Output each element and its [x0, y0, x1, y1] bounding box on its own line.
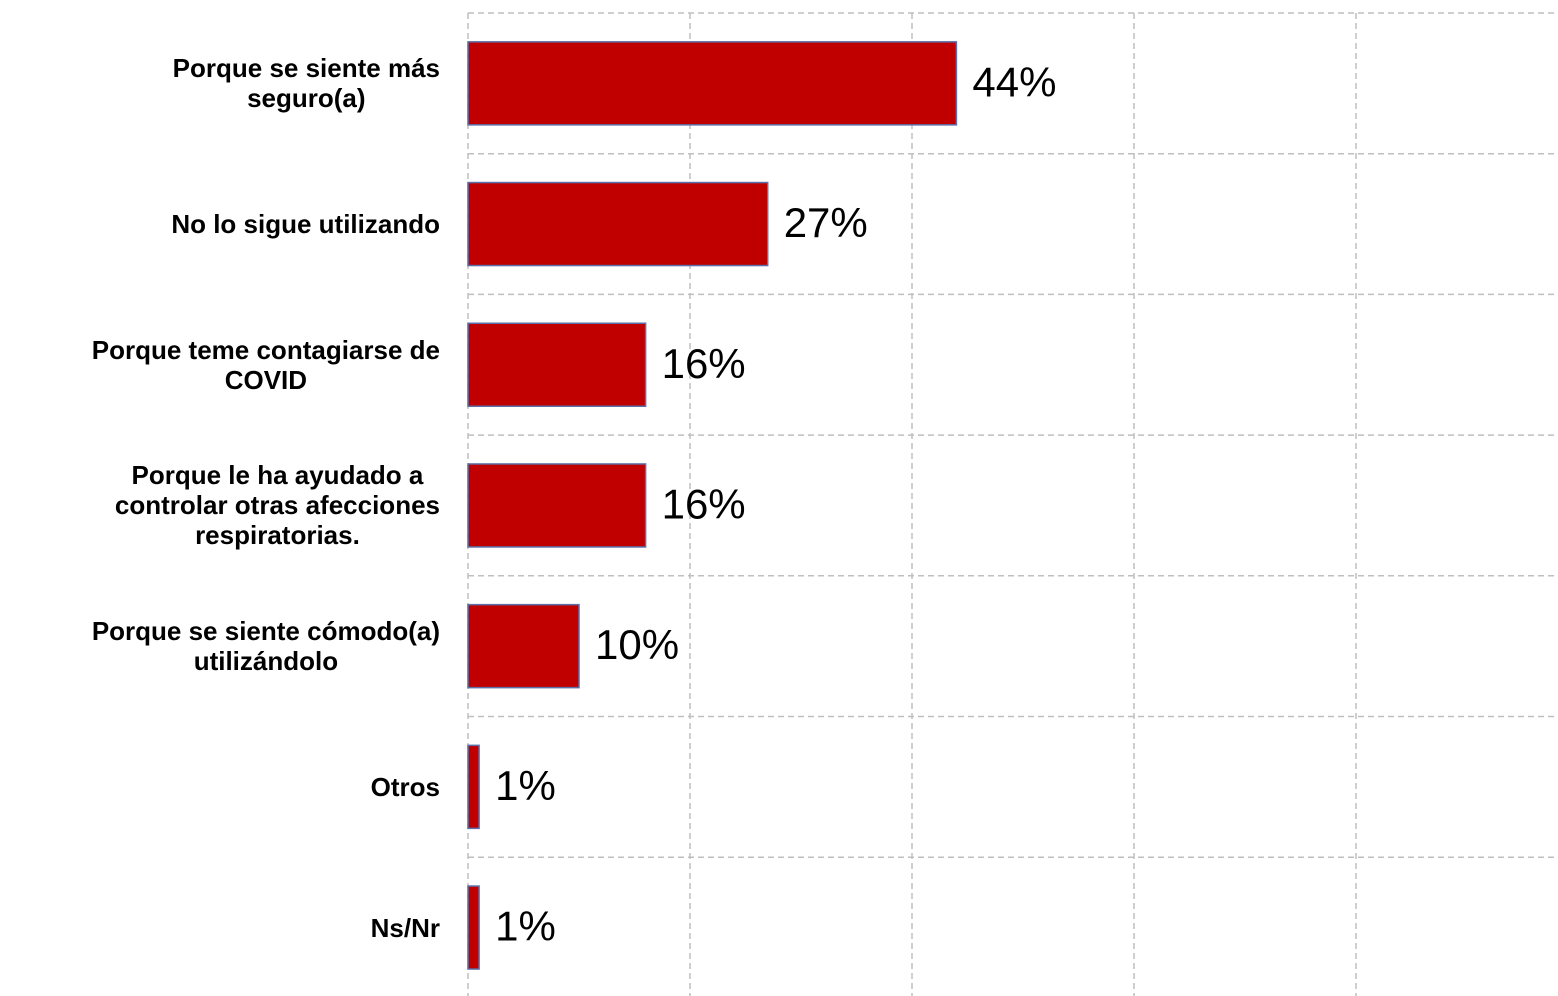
bar [467, 41, 958, 126]
bar [467, 603, 580, 689]
category-label: Otros [370, 771, 440, 802]
bar [467, 744, 480, 830]
value-label: 1% [495, 903, 556, 950]
value-label: 10% [595, 621, 679, 668]
bar [467, 885, 480, 970]
category-label: Porque se siente más seguro(a) [172, 53, 440, 114]
value-label: 27% [784, 199, 868, 246]
bar [467, 463, 647, 548]
category-label: Porque se siente cómodo(a) utilizándolo [91, 616, 440, 677]
value-label: 44% [972, 58, 1056, 105]
category-label: Porque teme contagiarse de COVID [91, 334, 440, 395]
value-label: 16% [662, 340, 746, 387]
value-label: 16% [662, 481, 746, 528]
value-label: 1% [495, 762, 556, 809]
category-label: Porque le ha ayudado a controlar otras a… [114, 460, 440, 551]
bar [467, 322, 647, 407]
bar [467, 181, 769, 267]
category-label: Ns/Nr [370, 912, 440, 943]
category-label: No lo sigue utilizando [171, 209, 440, 240]
